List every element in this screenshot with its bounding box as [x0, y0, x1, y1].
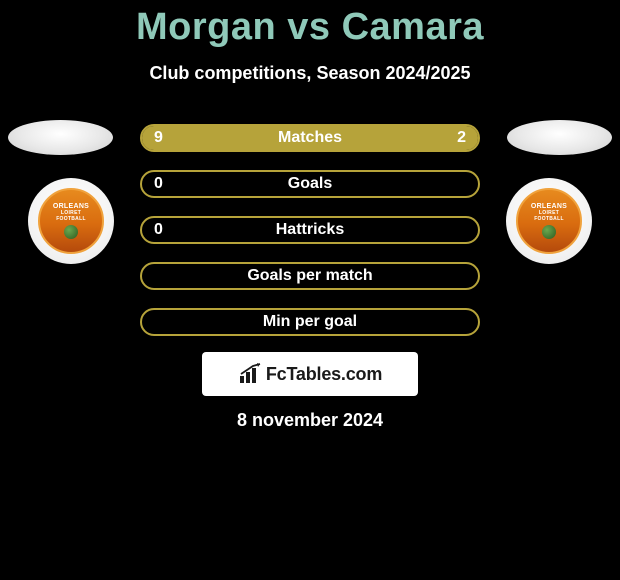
crest-text: FOOTBALL — [534, 217, 564, 222]
crest-ball-icon — [64, 225, 78, 239]
player-platform-left — [8, 120, 113, 155]
stat-bar: Goals0 — [140, 170, 480, 198]
club-badge-right: ORLEANS LOIRET FOOTBALL — [506, 178, 592, 264]
player-platform-right — [507, 120, 612, 155]
stat-bar-value-left: 0 — [154, 218, 163, 242]
subtitle: Club competitions, Season 2024/2025 — [0, 63, 620, 84]
stat-bar: Min per goal — [140, 308, 480, 336]
stat-bar-label: Hattricks — [142, 218, 478, 242]
club-badge-left: ORLEANS LOIRET FOOTBALL — [28, 178, 114, 264]
crest-text: FOOTBALL — [56, 217, 86, 222]
crest-text: ORLEANS — [531, 203, 567, 210]
page-title: Morgan vs Camara — [0, 0, 620, 49]
stat-bars: Matches92Goals0Hattricks0Goals per match… — [140, 124, 480, 354]
stat-bar-label: Min per goal — [142, 310, 478, 334]
stat-bar: Matches9 2 — [140, 124, 480, 152]
club-crest-left: ORLEANS LOIRET FOOTBALL — [38, 188, 104, 254]
stat-bar-value-left: 9 — [154, 126, 163, 150]
club-crest-right: ORLEANS LOIRET FOOTBALL — [516, 188, 582, 254]
footer-date: 8 november 2024 — [0, 410, 620, 431]
stat-bar-value-right: 2 — [457, 126, 466, 150]
crest-text: ORLEANS — [53, 203, 89, 210]
stat-bar: Goals per match — [140, 262, 480, 290]
stat-bar-value-left: 0 — [154, 172, 163, 196]
crest-ball-icon — [542, 225, 556, 239]
stat-bar-label: Matches — [142, 126, 478, 150]
stat-bar: Hattricks0 — [140, 216, 480, 244]
fctables-chart-icon — [238, 363, 264, 385]
stat-bar-label: Goals per match — [142, 264, 478, 288]
branding-text: FcTables.com — [266, 364, 382, 385]
stat-bar-label: Goals — [142, 172, 478, 196]
branding-box: FcTables.com — [202, 352, 418, 396]
